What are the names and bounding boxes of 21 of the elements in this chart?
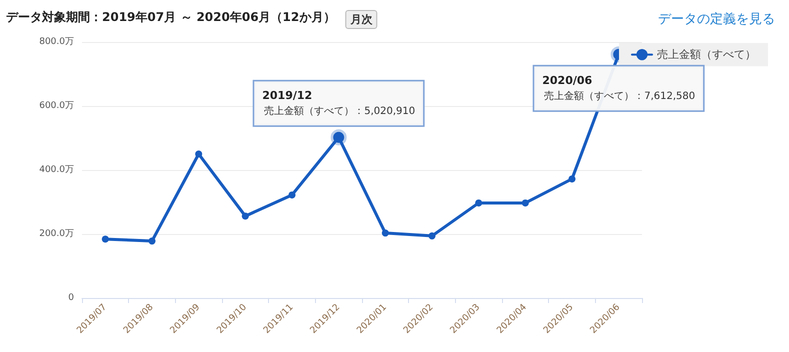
point (568, 175, 576, 182)
legend-label: 売上金額（すべて） (657, 48, 756, 62)
y-tick-label: 200.0万 (39, 229, 74, 239)
chart-title: データ対象期間：2019年07月 ～ 2020年06月（12か月） (6, 10, 336, 24)
point (522, 199, 529, 206)
y-tick-label: 600.0万 (39, 101, 74, 111)
text: 月次 (349, 13, 374, 26)
point (475, 199, 482, 206)
point (242, 212, 249, 220)
text: データの定義を見る (658, 12, 775, 27)
annotation: 2020/06 売上金額（すべて）：7,612,580 (542, 74, 696, 102)
point (195, 150, 202, 158)
point (148, 238, 156, 245)
y-tick-label: 0 (68, 293, 74, 303)
point (102, 236, 109, 243)
y-tick-label: 400.0万 (39, 165, 74, 175)
point (382, 230, 389, 237)
y-tick-label: 800.0万 (39, 37, 74, 47)
point (428, 232, 436, 240)
point (288, 191, 296, 198)
annotation: 2019/12 売上金額（すべて）：5,020,910 (262, 88, 416, 117)
